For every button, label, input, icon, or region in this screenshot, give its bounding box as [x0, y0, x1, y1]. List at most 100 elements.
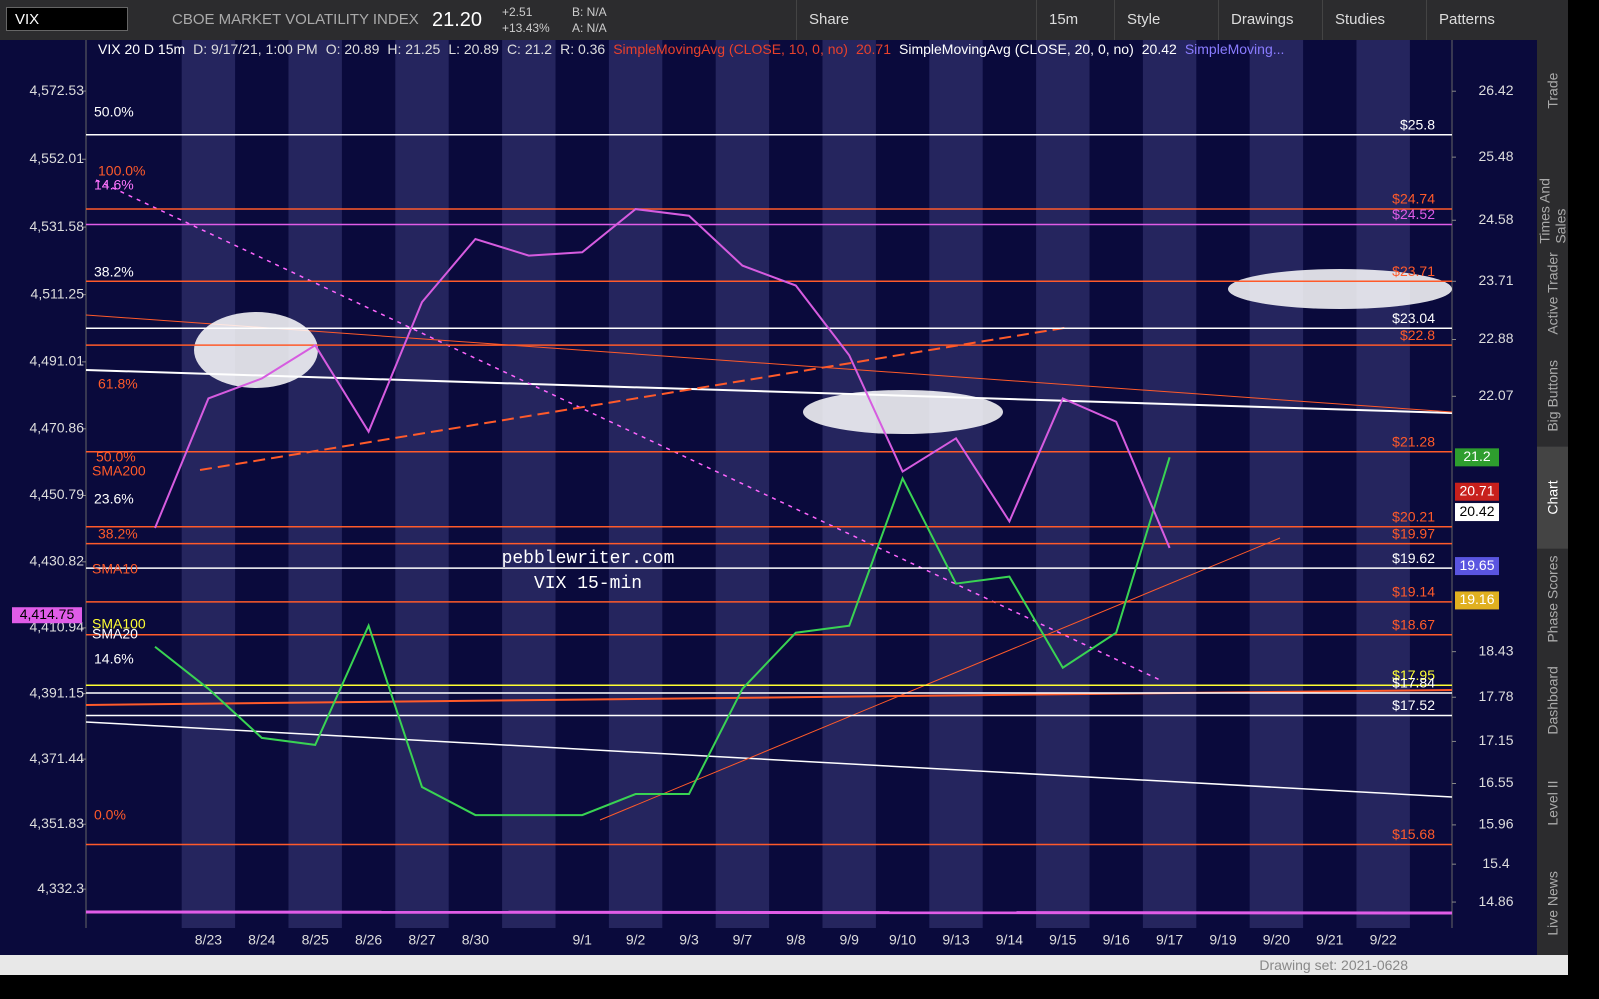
side-tab[interactable]: Active Trader — [1544, 252, 1561, 336]
y-tick-label: 18.43 — [1478, 642, 1513, 658]
x-tick-label: 8/23 — [195, 932, 222, 948]
timeframe-button[interactable]: 15m — [1036, 0, 1090, 40]
y2-tick-label: 4,332.3 — [37, 880, 84, 896]
study-label: SimpleMovingAvg (CLOSE, 10, 0, no) — [613, 41, 848, 57]
price-badge — [1455, 591, 1499, 610]
y-tick-label: 17.78 — [1478, 688, 1513, 704]
series-line — [154, 208, 1171, 549]
day-stripe — [608, 40, 663, 928]
drawing-set: Drawing set: 2021-0628 — [1259, 957, 1408, 973]
trend-line — [85, 314, 1453, 413]
side-tab[interactable]: Phase Scores — [1544, 555, 1561, 643]
style-button[interactable]: Style — [1114, 0, 1172, 40]
annotation: SMA20 — [92, 626, 138, 642]
level-label: $19.14 — [1392, 584, 1435, 600]
price-badge — [1455, 482, 1499, 501]
last-price: 21.20 — [432, 9, 483, 31]
x-tick-label: 8/25 — [302, 932, 329, 948]
side-tab[interactable]: Big Buttons — [1544, 360, 1561, 432]
level-label: $25.8 — [1400, 116, 1435, 132]
info-item: L: 20.89 — [448, 41, 499, 57]
level-label: $24.74 — [1392, 191, 1435, 207]
day-stripe — [929, 40, 983, 928]
symbol-box[interactable]: VIX — [6, 7, 128, 31]
patterns-button[interactable]: Patterns — [1426, 0, 1507, 40]
y-tick-label: 23.71 — [1478, 272, 1513, 288]
annotation: SMA100 — [92, 616, 146, 632]
status-bar: Drawing set: 2021-0628 — [0, 955, 1568, 975]
side-tabs: Trade Times And Sales Active Trader Big But… — [1536, 40, 1569, 955]
annotation: 38.2% — [94, 264, 134, 280]
y-tick-label: 25.48 — [1478, 148, 1513, 164]
highlight-ellipse — [803, 390, 1003, 434]
price-badge — [1455, 448, 1499, 467]
trend-line — [85, 721, 1453, 798]
annotation: 100.0% — [98, 163, 145, 179]
annotation: 38.2% — [98, 526, 138, 542]
info-title: VIX 20 D 15m — [98, 41, 185, 57]
y-tick-label: 17.15 — [1478, 732, 1513, 748]
info-item: O: 20.89 — [326, 41, 380, 57]
price-badge-label: 4,414.75 — [20, 606, 75, 622]
annotation: 50.0% — [94, 104, 134, 120]
study-value: 20.71 — [856, 41, 891, 57]
x-tick-label: 9/3 — [679, 932, 699, 948]
ask: A: N/A — [572, 21, 607, 35]
studies-button[interactable]: Studies — [1322, 0, 1397, 40]
share-button[interactable]: Share — [796, 0, 861, 40]
side-tab[interactable]: Live News — [1544, 871, 1561, 937]
study-label: SimpleMovingAvg (CLOSE, 20, 0, no) — [899, 41, 1134, 57]
chart: 8/23 8/24 8/25 8/26 8/27 8/30 9/1 9/2 9/3 9/7 9/8 9… — [0, 40, 1537, 955]
x-tick-label: 9/14 — [996, 932, 1023, 948]
trend-line — [599, 537, 1281, 821]
y2-tick-label: 4,351.83 — [30, 815, 85, 831]
level-label: $19.97 — [1392, 525, 1435, 541]
watermark: pebblewriter.com — [502, 549, 675, 569]
annotation: SMA200 — [92, 463, 146, 479]
bid: B: N/A — [572, 5, 607, 19]
annotation: 61.8% — [98, 376, 138, 392]
price-badge — [1455, 557, 1499, 576]
change: +2.51 — [502, 5, 533, 19]
level-label: $23.04 — [1392, 310, 1435, 326]
annotation: 14.6% — [94, 651, 134, 667]
side-tab[interactable]: Chart — [1537, 446, 1568, 549]
side-tab[interactable]: Trade — [1544, 72, 1561, 109]
y2-tick-label: 4,511.25 — [31, 285, 85, 301]
level-label: $20.21 — [1392, 508, 1435, 524]
day-stripe — [395, 40, 449, 928]
drawings-button[interactable]: Drawings — [1218, 0, 1306, 40]
description: CBOE MARKET VOLATILITY INDEX — [172, 11, 419, 28]
x-tick-label: 9/21 — [1316, 932, 1343, 948]
trend-line — [85, 910, 1453, 915]
side-tab[interactable]: Times And Sales — [1536, 177, 1569, 244]
y-tick-label: 26.42 — [1478, 82, 1513, 98]
change-pct: +13.43% — [502, 21, 550, 35]
series-line — [154, 457, 1171, 817]
toolbar: VIX CBOE MARKET VOLATILITY INDEX 21.20 +… — [0, 0, 1568, 40]
x-tick-label: 9/17 — [1156, 932, 1183, 948]
y2-tick-label: 4,531.58 — [30, 218, 85, 234]
info-item: D: 9/17/21, 1:00 PM — [193, 41, 318, 57]
y2-tick-label: 4,491.01 — [30, 353, 85, 369]
x-tick-label: 8/27 — [408, 932, 435, 948]
y-tick-label: 15.96 — [1478, 816, 1513, 832]
side-tab[interactable]: Dashboard — [1544, 666, 1561, 736]
price-badge-label: 19.16 — [1459, 591, 1494, 607]
level-label: $21.28 — [1392, 433, 1435, 449]
price-badge-label: 20.42 — [1459, 503, 1494, 519]
x-tick-label: 9/10 — [889, 932, 916, 948]
y2-tick-label: 4,371.44 — [30, 750, 85, 766]
day-stripe — [1036, 40, 1090, 928]
info-item: C: 21.2 — [507, 41, 552, 57]
y2-tick-label: 4,572.53 — [30, 82, 85, 98]
price-badge-label: 21.2 — [1463, 448, 1490, 464]
watermark: VIX 15-min — [534, 574, 642, 594]
x-tick-label: 8/24 — [248, 932, 275, 948]
side-tab[interactable]: Level II — [1544, 779, 1561, 826]
level-label: $19.62 — [1392, 550, 1435, 566]
y-tick-label: 14.86 — [1478, 893, 1513, 909]
day-stripe — [1356, 40, 1410, 928]
level-label: $17.52 — [1392, 697, 1435, 713]
